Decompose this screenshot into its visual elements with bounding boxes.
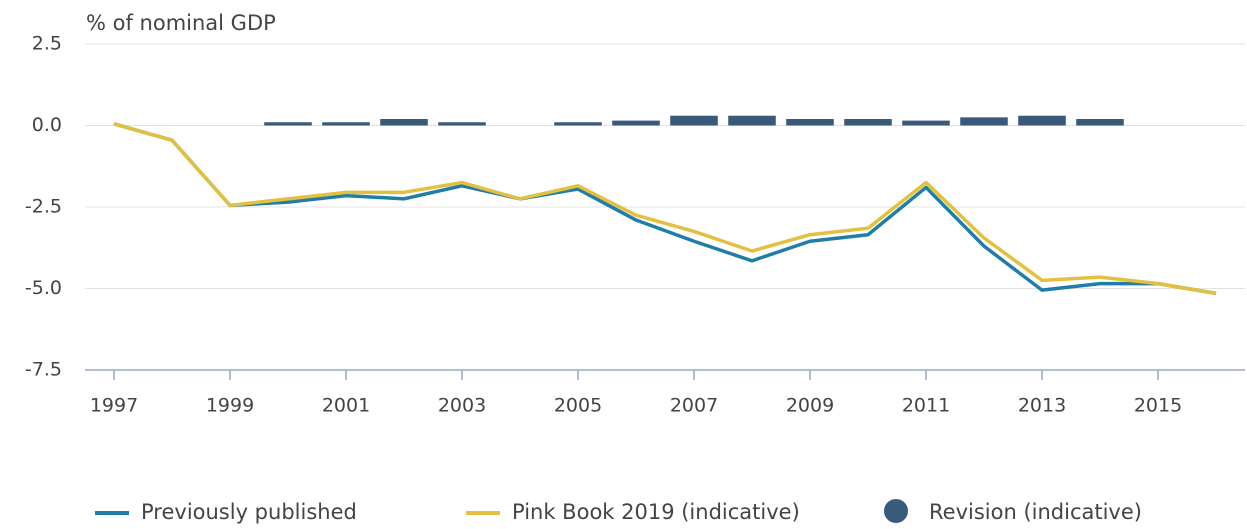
x-tick-label: 2013 (1018, 395, 1066, 417)
x-tick-label: 2003 (438, 395, 486, 417)
revision-bar (902, 120, 950, 126)
legend-label: Revision (indicative) (929, 500, 1142, 524)
x-tick-label: 2009 (786, 395, 834, 417)
x-tick-label: 1997 (90, 395, 138, 417)
revision-bar (554, 122, 602, 126)
y-axis-label: % of nominal GDP (86, 11, 276, 35)
y-tick-label: 2.5 (32, 33, 62, 55)
series-line (113, 122, 1217, 296)
legend: Previously published Pink Book 2019 (indi… (95, 499, 1142, 524)
y-tick-label: -7.5 (25, 359, 62, 381)
x-tick-label: 2011 (902, 395, 950, 417)
x-tick-label: 2005 (554, 395, 602, 417)
revision-bar (960, 117, 1008, 126)
revision-bar (1076, 118, 1124, 126)
x-tick-label: 2015 (1134, 395, 1182, 417)
series-line (113, 122, 1217, 296)
revision-bar (1018, 115, 1066, 126)
revision-bar (612, 120, 660, 126)
revision-bar (438, 122, 486, 126)
revision-bar (380, 118, 428, 126)
legend-label: Previously published (141, 500, 357, 524)
y-tick-label: -2.5 (25, 196, 62, 218)
y-tick-label: 0.0 (32, 114, 62, 136)
legend-label: Pink Book 2019 (indicative) (512, 500, 800, 524)
revision-bar (728, 115, 776, 126)
legend-swatch (884, 499, 908, 523)
y-tick-label: -5.0 (25, 277, 62, 299)
x-tick-label: 2007 (670, 395, 718, 417)
revision-bar (322, 122, 370, 126)
revision-bar (670, 115, 718, 126)
revision-bar (844, 118, 892, 126)
x-tick-label: 1999 (206, 395, 254, 417)
revision-bar (786, 118, 834, 126)
revision-bar (264, 122, 312, 126)
x-tick-label: 2001 (322, 395, 370, 417)
